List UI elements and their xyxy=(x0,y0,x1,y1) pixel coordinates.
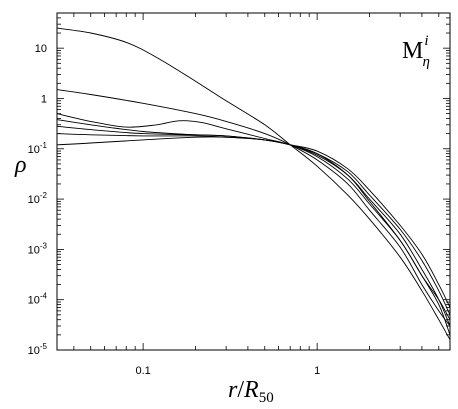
x-axis-label-r: r xyxy=(228,377,238,403)
y-tick-label: 10-4 xyxy=(28,292,48,307)
y-tick-label: 10-3 xyxy=(28,241,48,256)
y-tick-label-base: 1 xyxy=(41,93,47,105)
axis-ticks xyxy=(57,12,450,351)
density-curve-4 xyxy=(56,119,451,327)
panel-label-base: M xyxy=(402,38,423,64)
y-tick-label: 10-2 xyxy=(28,191,48,206)
y-tick-label: 10-5 xyxy=(28,342,48,357)
y-tick-label-base: 10 xyxy=(28,244,40,256)
density-curve-5 xyxy=(56,125,451,315)
y-tick-label-exponent: -2 xyxy=(40,191,48,200)
density-curve-1 xyxy=(56,27,451,340)
y-tick-label-exponent: -4 xyxy=(40,292,48,301)
x-tick-label: 1 xyxy=(314,365,320,377)
y-tick-label-base: 10 xyxy=(28,295,40,307)
y-tick-label-base: 10 xyxy=(28,345,40,357)
density-curve-7 xyxy=(56,136,451,336)
plot-frame xyxy=(56,12,451,351)
panel-label: Mi η xyxy=(402,33,430,70)
curve-group xyxy=(56,27,451,340)
y-tick-label-base: 10 xyxy=(35,43,47,55)
y-tick-label-exponent: -5 xyxy=(40,342,48,351)
y-tick-label-base: 10 xyxy=(28,194,40,206)
x-axis-label-slash: / xyxy=(237,377,244,403)
panel-label-subscript: η xyxy=(423,54,430,70)
y-tick-label-exponent: -1 xyxy=(40,141,48,150)
density-curve-2 xyxy=(56,89,451,327)
y-tick-label: 1 xyxy=(41,93,47,105)
y-tick-label-base: 10 xyxy=(28,144,40,156)
y-tick-label: 10 xyxy=(35,43,47,55)
panel-label-superscript: i xyxy=(424,33,428,49)
y-tick-label: 10-1 xyxy=(28,141,48,156)
y-tick-label-exponent: -3 xyxy=(40,241,48,250)
density-curve-3 xyxy=(56,113,451,320)
x-axis-label-symbol: R xyxy=(243,377,259,403)
x-axis-label-subscript: 50 xyxy=(259,390,274,406)
x-axis-label: r/R50 xyxy=(228,377,274,406)
y-axis-label: ρ xyxy=(14,152,27,178)
density-curve-6 xyxy=(56,133,451,308)
x-tick-label: 0.1 xyxy=(135,365,150,377)
